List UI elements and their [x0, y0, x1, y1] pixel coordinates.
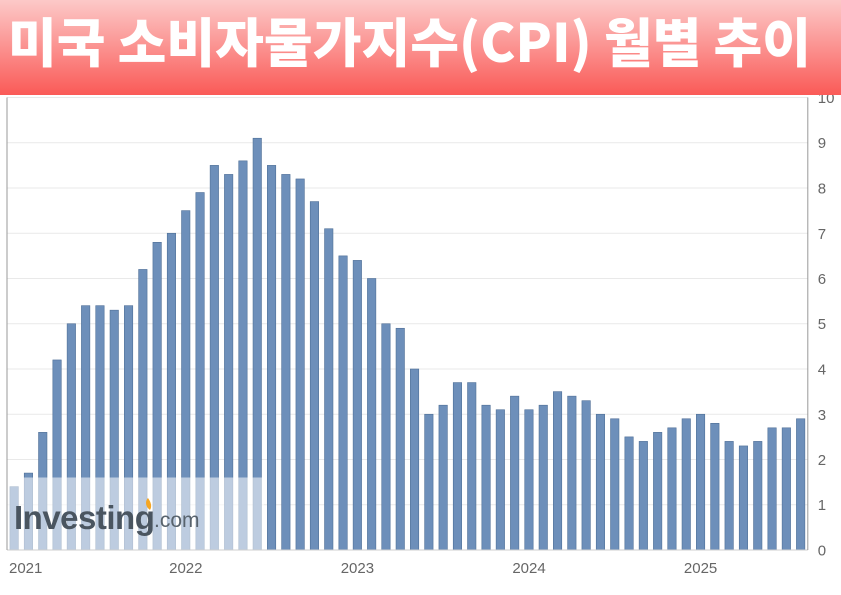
svg-text:9: 9: [818, 135, 826, 152]
svg-text:6: 6: [818, 271, 826, 288]
svg-text:1: 1: [818, 497, 826, 514]
svg-text:2021: 2021: [9, 560, 42, 577]
svg-text:7: 7: [818, 226, 826, 243]
svg-text:2: 2: [818, 452, 826, 469]
svg-text:4: 4: [818, 362, 826, 379]
svg-text:Investing: Investing: [14, 499, 154, 536]
svg-text:2024: 2024: [512, 560, 545, 577]
svg-text:0: 0: [818, 543, 826, 560]
svg-text:10: 10: [818, 95, 835, 107]
svg-text:.com: .com: [154, 509, 200, 532]
svg-text:2022: 2022: [169, 560, 202, 577]
svg-text:2023: 2023: [341, 560, 374, 577]
svg-text:2025: 2025: [684, 560, 717, 577]
svg-text:3: 3: [818, 407, 826, 424]
svg-text:5: 5: [818, 316, 826, 333]
svg-text:8: 8: [818, 181, 826, 198]
